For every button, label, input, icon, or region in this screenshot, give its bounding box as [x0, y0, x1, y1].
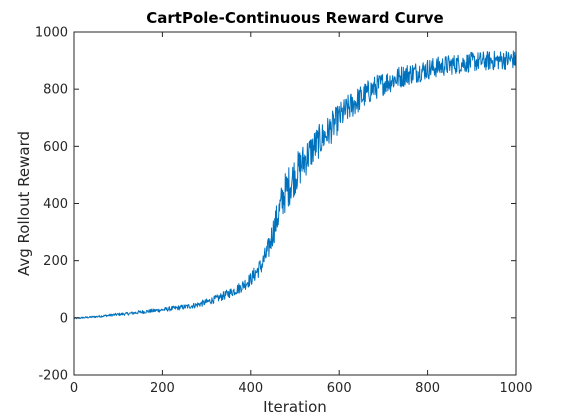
y-tick-label: 800 [43, 83, 68, 98]
x-tick-label: 0 [70, 381, 78, 396]
x-tick-label: 600 [327, 381, 352, 396]
y-tick-label: 0 [60, 311, 68, 326]
y-axis-ticks: -200 0 200 400 600 800 1000 [35, 26, 516, 384]
y-tick-label: 600 [43, 140, 68, 155]
y-tick-label: -200 [38, 369, 68, 384]
x-axis-ticks: 0 200 400 600 800 1000 [70, 32, 533, 396]
chart-title: CartPole-Continuous Reward Curve [146, 9, 443, 27]
x-tick-label: 800 [415, 381, 440, 396]
x-tick-label: 200 [150, 381, 175, 396]
plot-area [74, 32, 516, 375]
y-tick-label: 200 [43, 254, 68, 269]
x-tick-label: 1000 [499, 381, 532, 396]
series-line [73, 50, 517, 320]
x-tick-label: 400 [238, 381, 263, 396]
y-axis-label: Avg Rollout Reward [15, 131, 33, 276]
y-tick-label: 400 [43, 197, 68, 212]
y-tick-label: 1000 [35, 26, 68, 41]
x-axis-label: Iteration [263, 398, 327, 416]
